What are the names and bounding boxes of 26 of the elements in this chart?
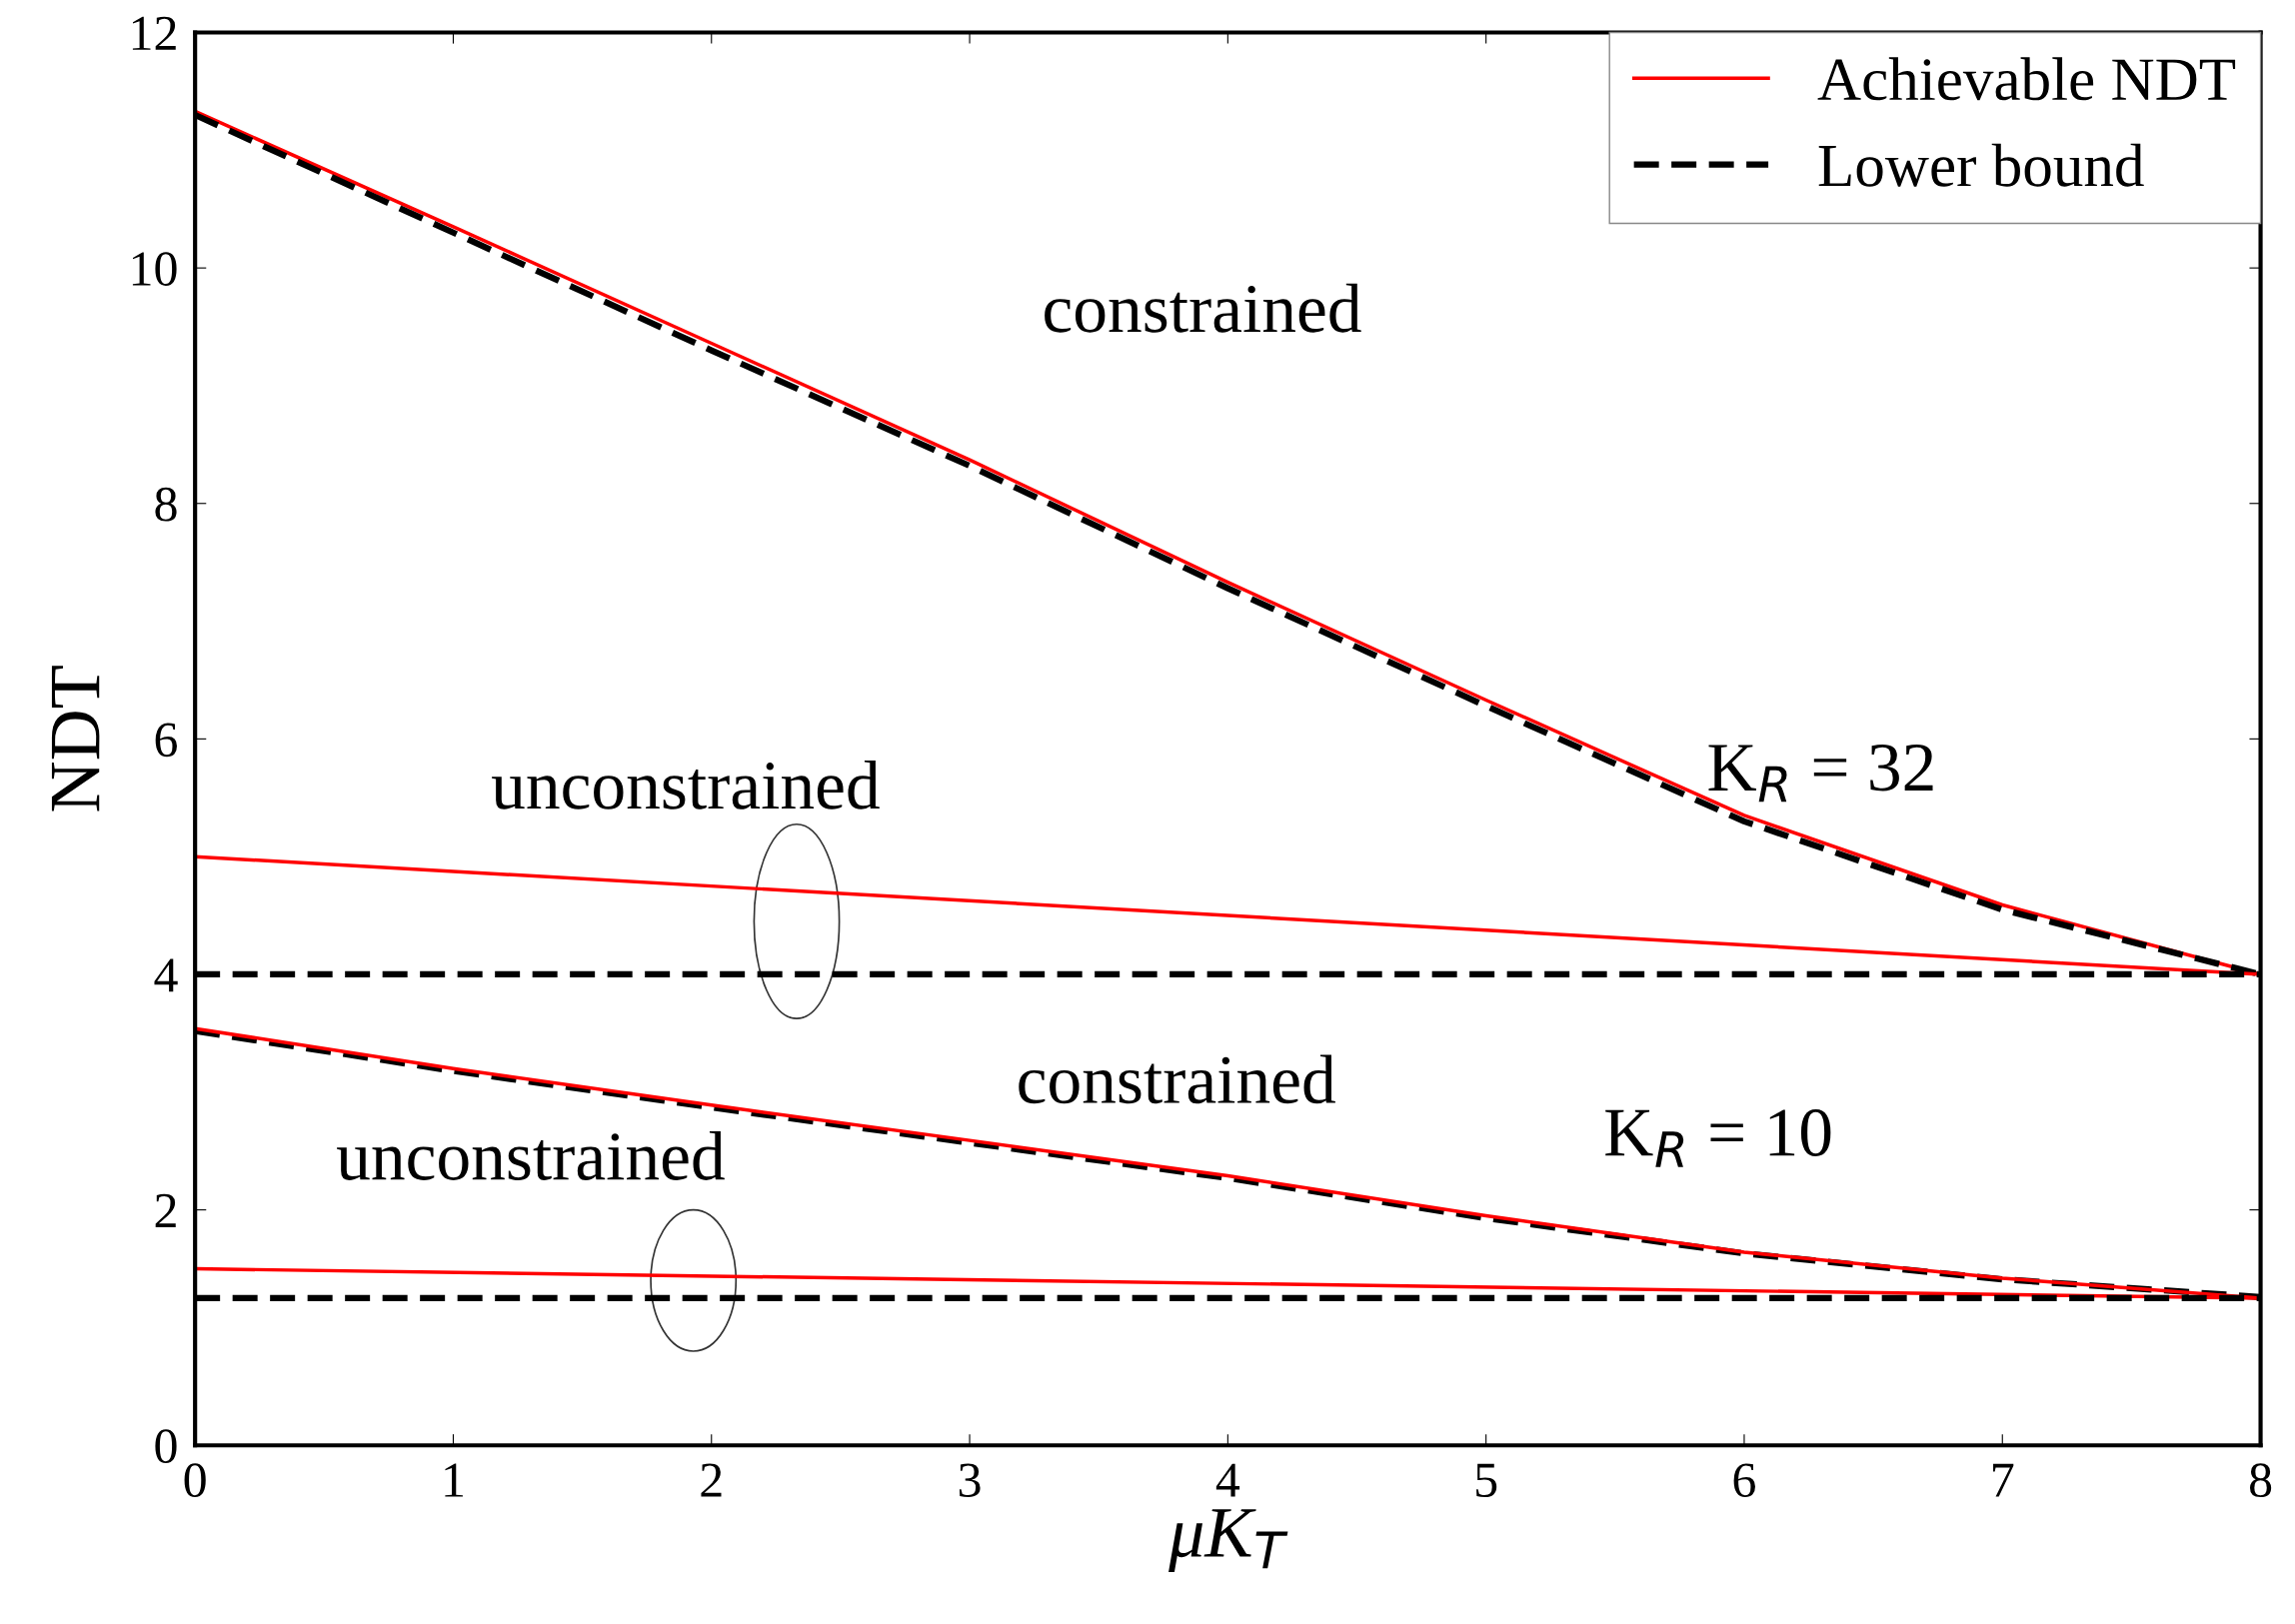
annotation: constrained [1019, 1054, 1335, 1104]
y-tick-label: 10 [132, 252, 177, 286]
legend-label: Lower bound [1818, 143, 2144, 187]
x-tick-label: 3 [959, 1463, 981, 1498]
x-tick-label: 5 [1476, 1463, 1497, 1498]
x-tick-label: 6 [1733, 1463, 1755, 1498]
x-tick-label: 2 [701, 1463, 722, 1497]
annotation: K$_{R}$ = 32 [1708, 744, 1933, 803]
y-axis-title: NDT [51, 666, 100, 812]
y-tick-label: 0 [155, 1429, 177, 1464]
y-tick-label: 12 [132, 16, 176, 50]
x-tick-label: 8 [2249, 1463, 2272, 1498]
annotation: K$_{R}$ = 10 [1605, 1109, 1831, 1167]
x-tick-label: 0 [184, 1463, 206, 1498]
x-tick-label: 1 [445, 1463, 463, 1497]
y-tick-label: 4 [154, 958, 178, 992]
y-tick-label: 8 [155, 487, 177, 522]
x-tick-label: 7 [1993, 1463, 2014, 1497]
x-tick-label: 4 [1215, 1463, 1240, 1497]
annotation: unconstrained [492, 760, 880, 810]
annotation: constrained [1045, 283, 1361, 333]
x-axis-title: μK$_{T}$ [1168, 1509, 1288, 1572]
y-tick-label: 6 [155, 723, 177, 758]
legend-label: Achievable NDT [1817, 57, 2236, 101]
annotation: unconstrained [337, 1131, 725, 1180]
y-tick-label: 2 [155, 1193, 176, 1227]
